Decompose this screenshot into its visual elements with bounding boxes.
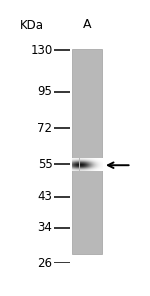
Text: 26: 26 (38, 257, 52, 270)
Text: KDa: KDa (20, 19, 44, 32)
Text: 43: 43 (38, 190, 52, 203)
Text: 72: 72 (38, 122, 52, 135)
Text: 34: 34 (38, 221, 52, 234)
Text: 95: 95 (38, 85, 52, 98)
Text: 55: 55 (38, 157, 52, 170)
Bar (72, 49, 102, 254)
Text: 130: 130 (30, 44, 52, 57)
Text: A: A (83, 18, 92, 31)
